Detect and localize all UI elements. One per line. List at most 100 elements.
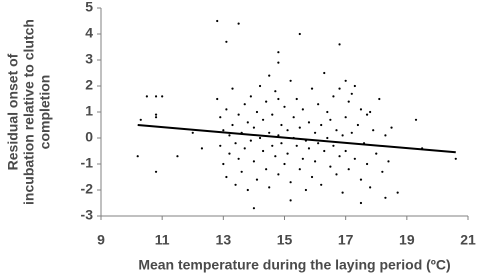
y-tick-label: 1: [85, 103, 93, 119]
x-tick-label: 11: [155, 232, 170, 248]
point: [332, 144, 335, 147]
point: [326, 110, 329, 114]
point: [317, 103, 320, 106]
point: [246, 188, 249, 192]
point: [265, 168, 268, 171]
point: [378, 97, 381, 101]
point: [255, 110, 259, 114]
point: [365, 162, 369, 166]
point: [268, 186, 271, 189]
point: [329, 118, 332, 121]
point: [295, 144, 298, 147]
point: [289, 199, 292, 202]
point: [292, 116, 295, 119]
point: [317, 142, 320, 145]
point: [274, 155, 277, 158]
point: [277, 51, 280, 54]
point: [310, 87, 314, 90]
point: [396, 191, 399, 194]
x-tick-label: 13: [216, 232, 232, 248]
point: [298, 32, 301, 36]
point: [369, 186, 372, 189]
y-tick-label: 4: [85, 25, 93, 41]
point: [301, 108, 304, 111]
point: [219, 144, 222, 147]
point: [353, 84, 356, 88]
point: [307, 147, 311, 150]
point: [372, 129, 375, 132]
point: [353, 157, 356, 160]
point: [265, 100, 268, 103]
point: [277, 134, 280, 137]
point: [344, 149, 347, 153]
point: [295, 97, 298, 101]
point: [277, 97, 280, 101]
x-tick-label: 15: [277, 232, 293, 248]
y-tick-label: 2: [85, 77, 93, 93]
point: [268, 74, 271, 77]
point: [249, 95, 252, 98]
point: [258, 84, 262, 88]
point: [261, 118, 265, 121]
point: [228, 152, 231, 155]
point: [344, 116, 347, 119]
point: [271, 113, 274, 116]
point: [277, 61, 280, 64]
point: [261, 149, 265, 153]
point: [237, 157, 240, 160]
point: [323, 71, 326, 75]
x-tick-label: 17: [338, 232, 354, 248]
point: [200, 147, 204, 150]
point: [283, 105, 286, 108]
point: [252, 126, 256, 129]
point: [332, 95, 335, 98]
point: [298, 168, 301, 171]
point: [301, 157, 304, 160]
point: [286, 152, 289, 155]
point: [258, 136, 262, 140]
point: [307, 121, 311, 124]
point: [289, 181, 292, 184]
point: [154, 113, 158, 116]
point: [249, 139, 252, 142]
point: [387, 160, 390, 163]
point: [191, 131, 194, 134]
point: [338, 155, 341, 158]
point: [228, 134, 231, 137]
point: [384, 196, 387, 199]
point: [252, 160, 256, 163]
point: [320, 123, 323, 127]
y-tick-label: -2: [81, 181, 94, 197]
point: [341, 134, 344, 137]
point: [359, 108, 363, 111]
y-axis-label: completion: [37, 75, 53, 150]
point: [369, 110, 372, 114]
point: [139, 118, 142, 121]
point: [271, 144, 274, 147]
point: [225, 108, 228, 111]
point: [222, 162, 225, 166]
point: [454, 157, 457, 160]
point: [323, 149, 326, 153]
point: [145, 95, 148, 98]
point: [222, 129, 225, 132]
point: [283, 162, 286, 166]
point: [154, 95, 158, 98]
point: [338, 43, 341, 46]
point: [344, 79, 347, 82]
point: [237, 113, 240, 116]
point: [375, 152, 378, 155]
point: [310, 175, 314, 179]
point: [365, 113, 369, 116]
point: [289, 79, 292, 82]
point: [243, 147, 246, 150]
point: [255, 178, 259, 181]
x-axis-label: Mean temperature during the laying perio…: [138, 257, 450, 273]
point: [320, 183, 323, 186]
point: [280, 142, 283, 145]
point: [313, 160, 317, 163]
point: [384, 134, 387, 137]
point: [350, 92, 353, 95]
